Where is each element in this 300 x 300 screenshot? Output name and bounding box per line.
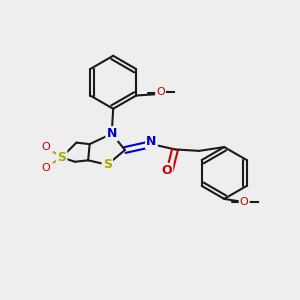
Text: O: O	[240, 197, 249, 207]
Text: O: O	[41, 142, 50, 152]
Text: N: N	[106, 127, 117, 140]
Text: S: S	[103, 158, 112, 171]
Text: N: N	[146, 135, 157, 148]
Text: O: O	[161, 164, 172, 177]
Text: O: O	[41, 163, 50, 173]
Text: O: O	[156, 87, 165, 97]
Text: S: S	[57, 151, 66, 164]
